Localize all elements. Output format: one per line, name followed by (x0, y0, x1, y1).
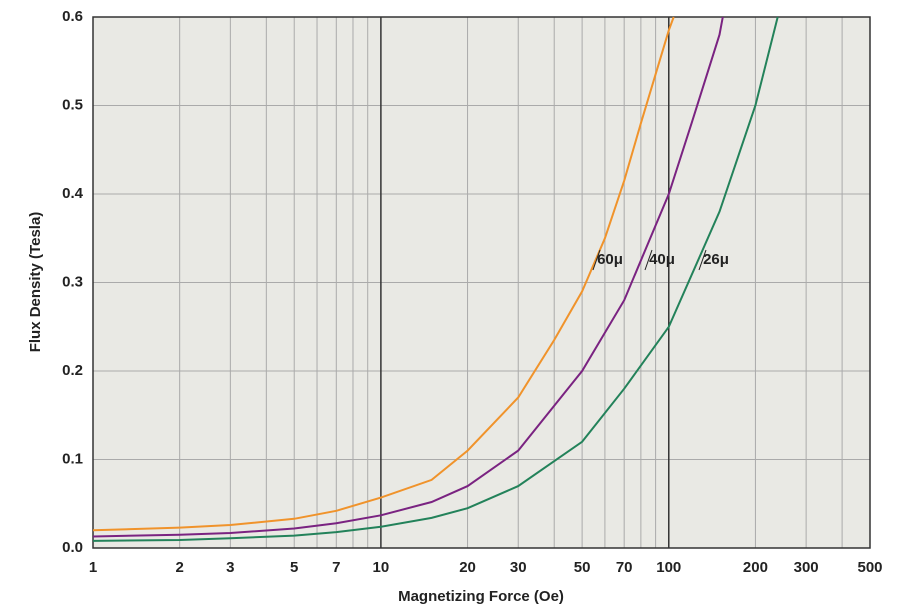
y-tick-label: 0.4 (62, 185, 84, 202)
y-tick-label: 0.2 (62, 362, 83, 379)
y-tick-label: 0.5 (62, 96, 83, 113)
x-tick-label: 10 (373, 559, 390, 576)
x-tick-label: 200 (743, 559, 768, 576)
series-label: 60μ (597, 251, 623, 268)
plot-frame (92, 16, 871, 549)
x-tick-label: 1 (89, 559, 97, 576)
x-tick-label: 5 (290, 559, 298, 576)
x-axis-label: Magnetizing Force (Oe) (398, 588, 564, 605)
series-label: 40μ (649, 251, 675, 268)
y-axis-label: Flux Density (Tesla) (27, 212, 44, 353)
y-tick-label: 0.1 (62, 450, 83, 467)
x-tick-label: 3 (226, 559, 234, 576)
series-line (92, 16, 724, 538)
x-tick-label: 7 (332, 559, 340, 576)
y-tick-label: 0.3 (62, 273, 83, 290)
x-tick-label: 500 (857, 559, 882, 576)
y-tick-label: 0.6 (62, 8, 83, 25)
x-tick-label: 70 (616, 559, 633, 576)
series-label: 26μ (703, 251, 729, 268)
label-leader (698, 249, 707, 271)
y-tick-label: 0.0 (62, 539, 83, 556)
x-tick-label: 300 (794, 559, 819, 576)
x-tick-label: 100 (656, 559, 681, 576)
series-line (92, 16, 675, 532)
series-line (92, 16, 779, 542)
x-tick-label: 50 (574, 559, 591, 576)
x-tick-label: 20 (459, 559, 476, 576)
x-tick-label: 30 (510, 559, 527, 576)
x-tick-label: 2 (175, 559, 183, 576)
label-leader (644, 249, 653, 271)
label-leader (592, 249, 601, 271)
